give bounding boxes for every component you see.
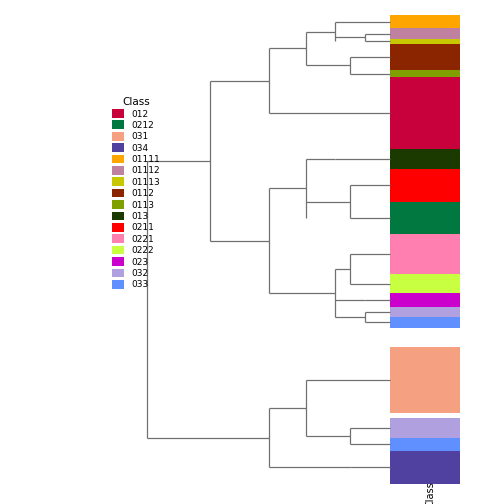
Bar xyxy=(391,438,460,451)
Bar xyxy=(391,293,460,306)
Bar xyxy=(391,317,460,328)
Bar xyxy=(391,28,460,39)
Bar xyxy=(391,418,460,438)
Bar xyxy=(391,347,460,413)
Bar xyxy=(391,70,460,77)
Legend: 012, 0212, 031, 034, 01111, 01112, 01113, 0112, 0113, 013, 0211, 0221, 0222, 023: 012, 0212, 031, 034, 01111, 01112, 01113… xyxy=(110,95,162,291)
Text: Class: Class xyxy=(425,481,435,504)
Bar xyxy=(391,44,460,70)
Bar xyxy=(391,169,460,202)
Bar xyxy=(391,306,460,317)
Bar xyxy=(391,15,460,28)
Bar xyxy=(391,202,460,234)
Bar xyxy=(391,234,460,274)
Bar xyxy=(391,39,460,44)
Bar xyxy=(391,451,460,484)
Bar xyxy=(391,149,460,169)
Bar xyxy=(391,274,460,293)
Bar xyxy=(391,77,460,149)
